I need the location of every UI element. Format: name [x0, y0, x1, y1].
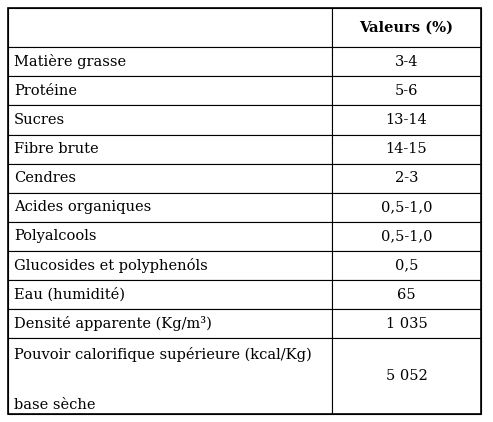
Bar: [332, 76, 481, 106]
Bar: [8, 135, 332, 164]
Text: 13-14: 13-14: [386, 113, 427, 127]
Bar: [8, 251, 332, 280]
Bar: [332, 251, 481, 280]
Bar: [332, 222, 481, 251]
Bar: [8, 8, 332, 47]
Text: 0,5-1,0: 0,5-1,0: [381, 230, 432, 243]
Bar: [8, 280, 332, 309]
Text: Fibre brute: Fibre brute: [14, 142, 99, 156]
Text: Polyalcools: Polyalcools: [14, 230, 97, 243]
Bar: [8, 309, 332, 338]
Text: 1 035: 1 035: [386, 317, 427, 331]
Text: 5 052: 5 052: [386, 369, 427, 383]
Bar: [332, 193, 481, 222]
Bar: [8, 164, 332, 193]
Bar: [332, 309, 481, 338]
Text: 2-3: 2-3: [395, 171, 418, 185]
Text: 0,5: 0,5: [395, 259, 418, 273]
Text: 14-15: 14-15: [386, 142, 427, 156]
Bar: [8, 76, 332, 106]
Text: Acides organiques: Acides organiques: [14, 200, 151, 214]
Bar: [8, 47, 332, 76]
Bar: [332, 280, 481, 309]
Text: Glucosides et polyphenóls: Glucosides et polyphenóls: [14, 258, 208, 273]
Bar: [8, 106, 332, 135]
Text: Valeurs (%): Valeurs (%): [359, 21, 454, 35]
Text: Eau (humidité): Eau (humidité): [14, 287, 125, 302]
Text: 3-4: 3-4: [395, 55, 418, 69]
Text: Protéine: Protéine: [14, 84, 77, 98]
Bar: [8, 193, 332, 222]
Text: 5-6: 5-6: [395, 84, 418, 98]
Bar: [332, 164, 481, 193]
Text: Densité apparente (Kg/m³): Densité apparente (Kg/m³): [14, 316, 212, 331]
Text: Pouvoir calorifique supérieure (kcal/Kg)

base sèche: Pouvoir calorifique supérieure (kcal/Kg)…: [14, 347, 312, 412]
Text: Matière grasse: Matière grasse: [14, 54, 126, 69]
Bar: [332, 8, 481, 47]
Bar: [332, 106, 481, 135]
Bar: [332, 47, 481, 76]
Bar: [8, 338, 332, 414]
Text: 0,5-1,0: 0,5-1,0: [381, 200, 432, 214]
Bar: [8, 222, 332, 251]
Text: Cendres: Cendres: [14, 171, 76, 185]
Bar: [332, 135, 481, 164]
Text: 65: 65: [397, 288, 416, 302]
Bar: [332, 338, 481, 414]
Text: Sucres: Sucres: [14, 113, 65, 127]
